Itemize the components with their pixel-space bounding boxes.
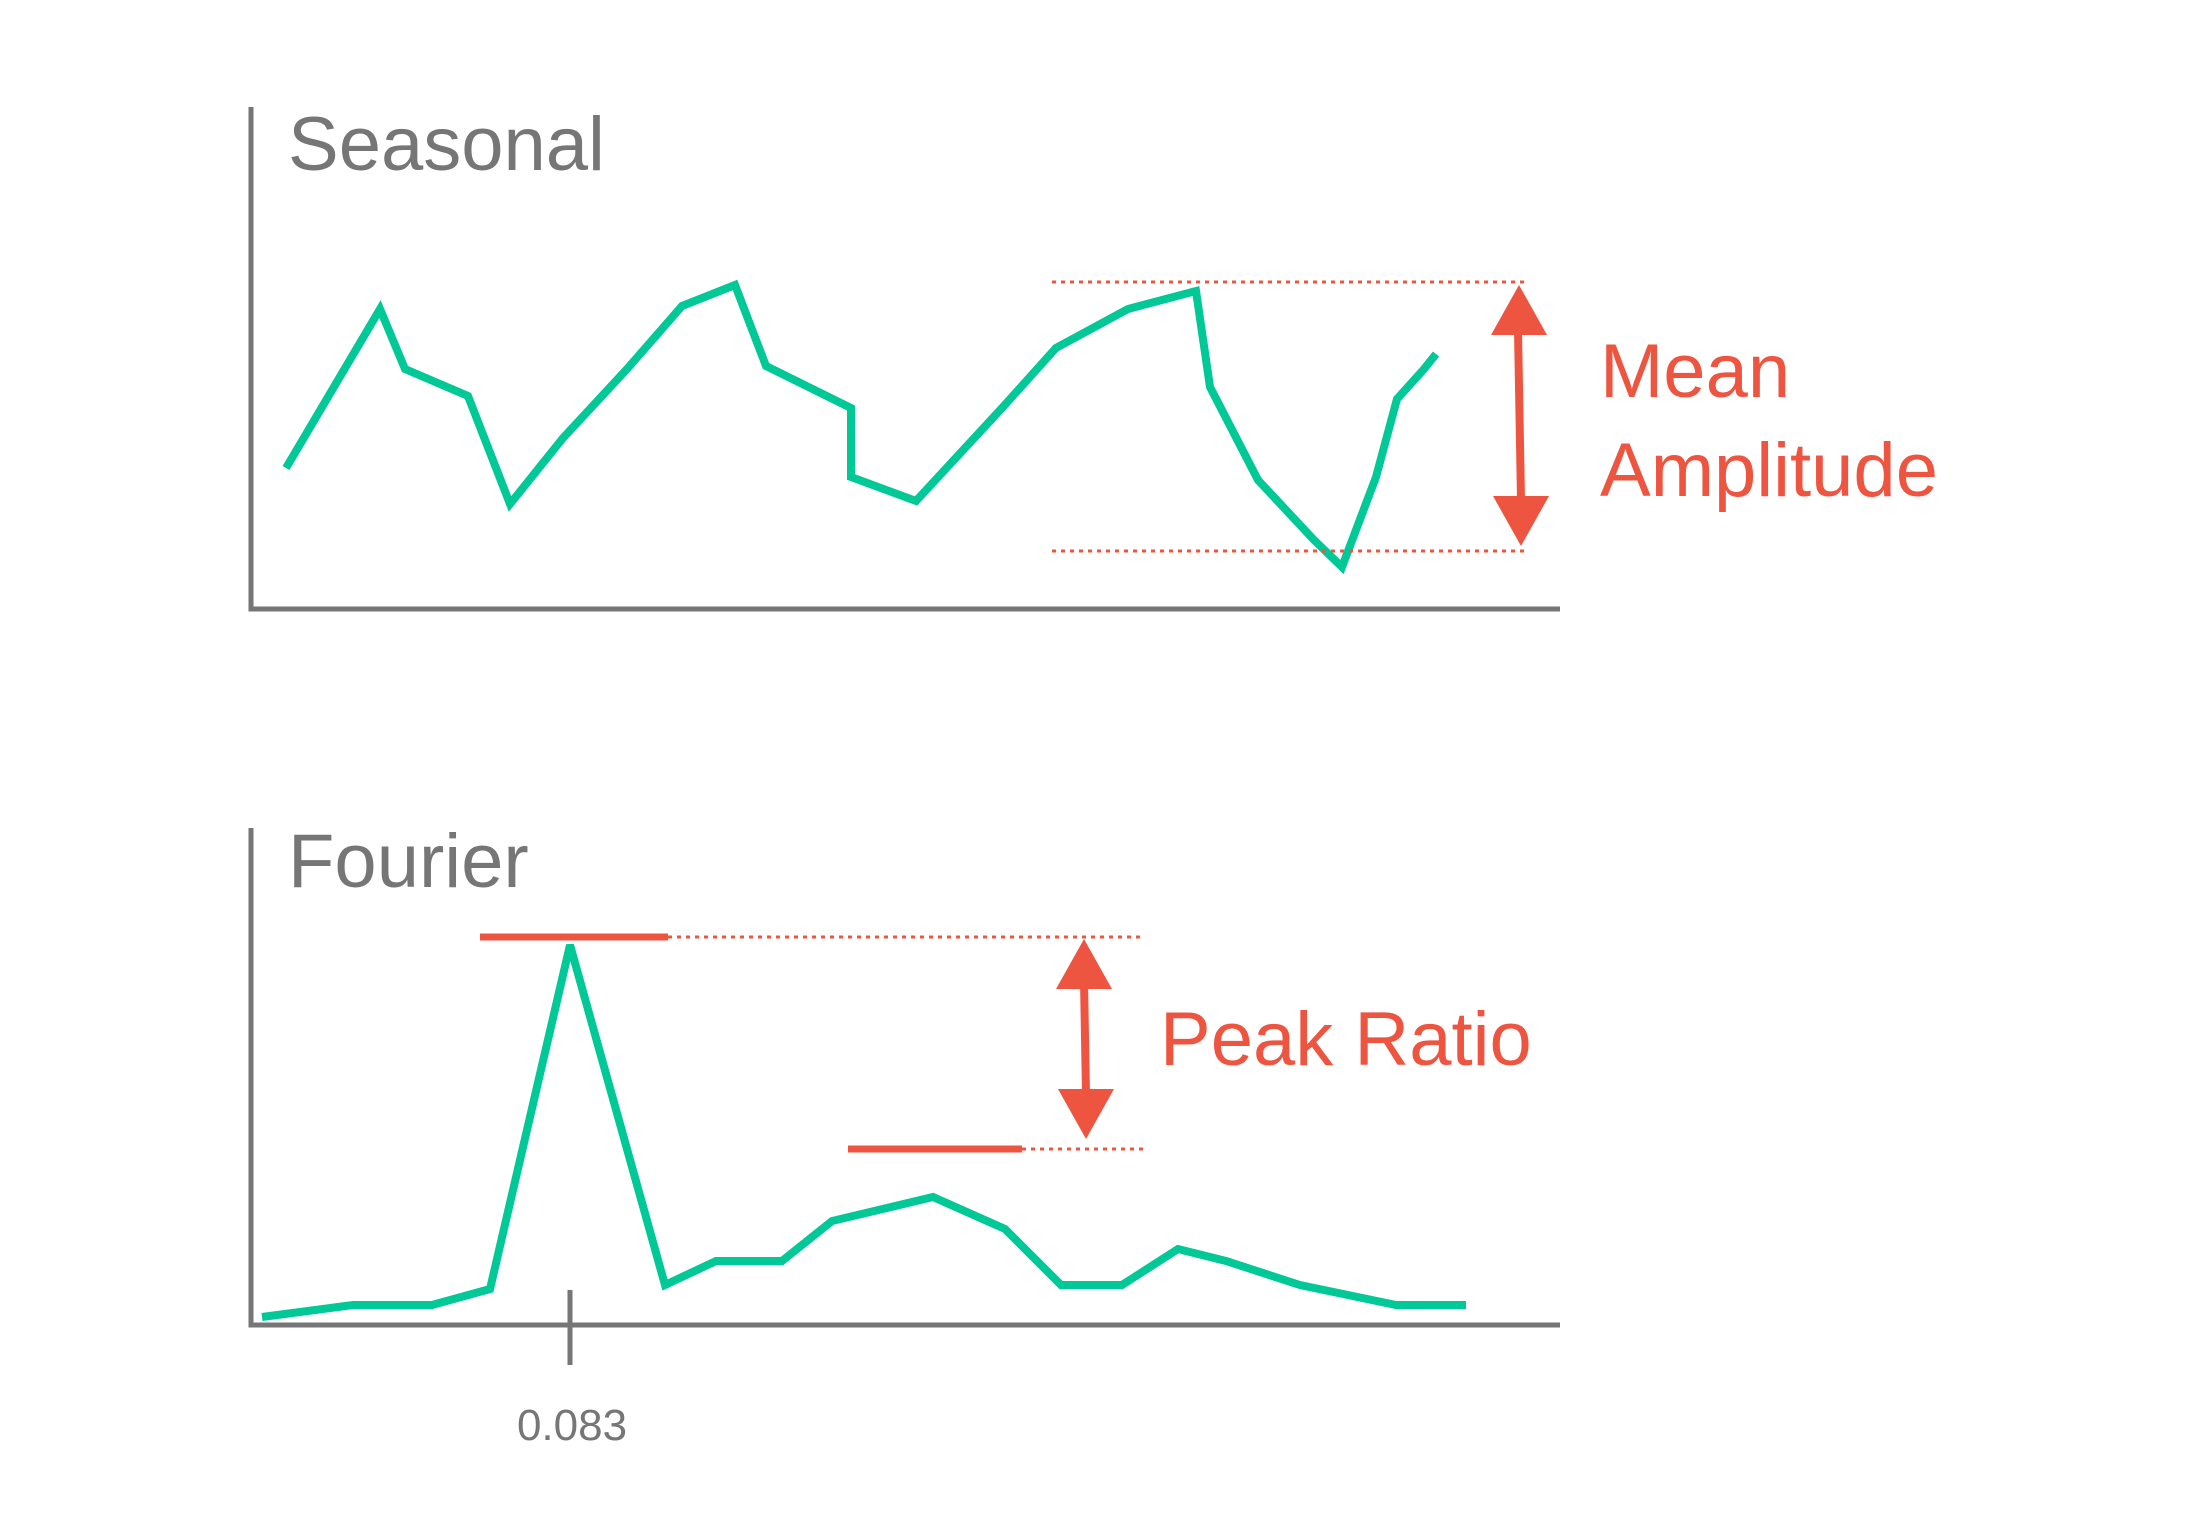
seasonal-axes — [248, 107, 1560, 612]
seasonal-series-line — [282, 279, 1440, 575]
fourier-title: Fourier — [288, 819, 529, 904]
fourier-annotation: Peak Ratio — [1160, 997, 1532, 1082]
seasonal-annotation-line2: Amplitude — [1600, 428, 1938, 513]
seasonal-arrow-down-icon — [1493, 496, 1549, 546]
seasonal-arrow-up-icon — [1491, 285, 1547, 335]
seasonal-amplitude-arrow-shaft — [1514, 329, 1525, 501]
fourier-series-line — [261, 943, 1466, 1321]
fourier-x-tick-label: 0.083 — [517, 1401, 627, 1450]
seasonal-panel: Seasonal Mean Amplitude — [248, 102, 1938, 612]
seasonal-title: Seasonal — [288, 102, 605, 187]
fourier-arrow-up-icon — [1056, 939, 1112, 989]
fourier-ratio-arrow-shaft — [1080, 979, 1090, 1096]
fourier-axes — [248, 828, 1560, 1328]
seasonal-annotation-line1: Mean — [1600, 329, 1790, 414]
fourier-arrow-down-icon — [1058, 1089, 1114, 1139]
fourier-panel: Fourier Peak Ratio 0.083 — [248, 819, 1560, 1450]
